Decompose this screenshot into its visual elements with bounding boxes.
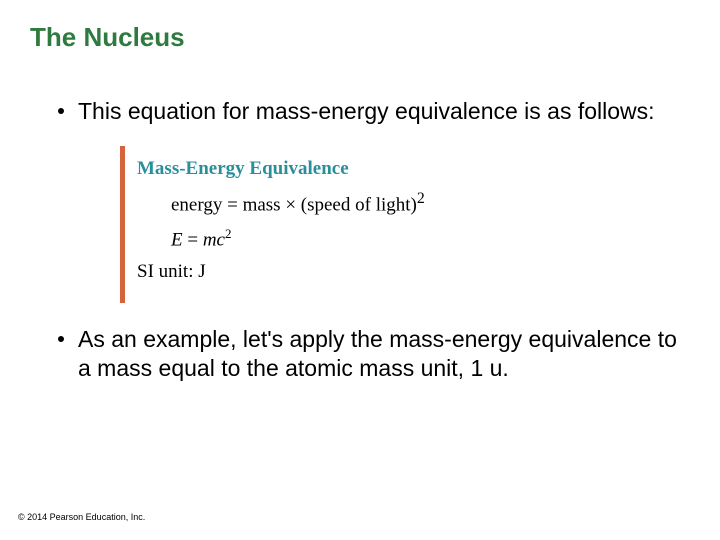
equation-word-text: energy = mass × (speed of light) — [171, 194, 417, 215]
equation-unit: SI unit: J — [137, 261, 604, 283]
bullet-dot — [58, 336, 64, 342]
page-title: The Nucleus — [30, 22, 690, 53]
equation-eq: = — [183, 229, 203, 250]
equation-box: Mass-Energy Equivalence energy = mass × … — [120, 146, 620, 304]
slide: The Nucleus This equation for mass-energ… — [0, 0, 720, 540]
copyright: © 2014 Pearson Education, Inc. — [18, 512, 145, 522]
equation-exp: 2 — [225, 226, 232, 241]
equation-symbol-form: E = mc2 — [171, 226, 604, 251]
bullet-item: This equation for mass-energy equivalenc… — [58, 97, 690, 126]
bullet-item: As an example, let's apply the mass-ener… — [58, 325, 690, 383]
bullet-text: As an example, let's apply the mass-ener… — [78, 325, 690, 383]
bullet-dot — [58, 108, 64, 114]
equation-word-form: energy = mass × (speed of light)2 — [171, 190, 604, 216]
bullet-list: This equation for mass-energy equivalenc… — [30, 97, 690, 383]
equation-lhs: E — [171, 229, 183, 250]
bullet-text: This equation for mass-energy equivalenc… — [78, 97, 690, 126]
equation-rhs: mc — [203, 229, 225, 250]
equation-heading: Mass-Energy Equivalence — [137, 158, 604, 180]
equation-word-exp: 2 — [417, 190, 425, 207]
